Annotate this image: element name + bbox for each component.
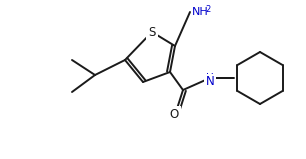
Text: NH: NH (192, 7, 209, 17)
Text: 2: 2 (205, 4, 210, 14)
Text: S: S (148, 25, 156, 38)
Text: N: N (206, 75, 215, 88)
Text: O: O (170, 108, 179, 121)
Text: H: H (206, 73, 214, 83)
